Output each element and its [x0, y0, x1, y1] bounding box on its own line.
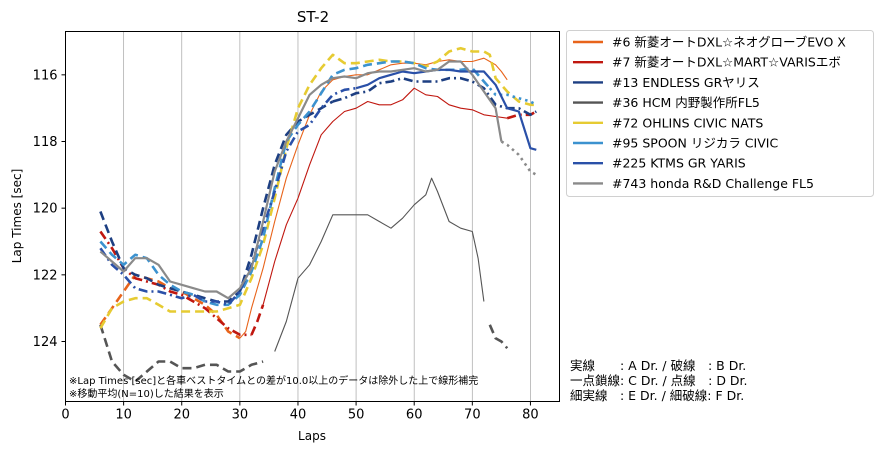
x-axis: 0 10 20 30 40 50 60 70 80 — [61, 401, 539, 423]
x-axis-label: Laps — [298, 429, 326, 443]
note-line-2: ※移動平均(N=10)した結果を表示 — [69, 387, 224, 400]
legend-label: #95 SPOON リジカラ CIVIC — [612, 136, 778, 151]
driver-line-key-3: 細実線 : E Dr. / 細破線: F Dr. — [570, 388, 744, 403]
series-line — [99, 324, 264, 383]
legend-label: #7 新菱オートDXL☆MART☆VARISエボ — [612, 55, 841, 70]
note-line-1: ※Lap Times [sec]と各車ベストタイムとの差が10.0以上のデータは… — [69, 374, 478, 387]
x-tick-label: 20 — [173, 408, 190, 423]
legend-label: #743 honda R&D Challenge FL5 — [612, 176, 814, 191]
series-line — [506, 110, 537, 120]
series-2 — [99, 87, 537, 337]
series-line — [99, 273, 241, 340]
series-line — [99, 60, 503, 300]
x-tick-label: 70 — [464, 408, 481, 423]
y-tick-label: 120 — [33, 202, 58, 217]
legend-label: #6 新菱オートDXL☆ネオグローブEVO X — [612, 35, 846, 50]
y-axis-label: Lap Times [sec] — [10, 169, 24, 264]
y-tick-label: 124 — [33, 335, 58, 350]
series-5 — [99, 46, 537, 329]
x-tick-label: 60 — [406, 408, 423, 423]
series-line — [488, 324, 509, 350]
driver-line-key-2: 一点鎖線: C Dr. / 点線 : D Dr. — [570, 373, 748, 388]
x-tick-label: 40 — [290, 408, 307, 423]
legend-label: #72 OHLINS CIVIC NATS — [612, 115, 763, 130]
legend-label: #36 HCM 内野製作所FL5 — [612, 95, 760, 110]
plot-lines — [99, 46, 537, 383]
legend: #6 新菱オートDXL☆ネオグローブEVO X #7 新菱オートDXL☆MART☆… — [566, 30, 874, 197]
legend-label: #225 KTMS GR YARIS — [612, 156, 746, 171]
y-axis: 116 118 120 122 124 — [33, 68, 66, 350]
series-line — [99, 60, 491, 307]
series-line — [250, 304, 265, 336]
driver-line-key-1: 実線 : A Dr. / 破線 : B Dr. — [570, 358, 746, 373]
series-line — [239, 57, 508, 339]
series-4 — [99, 177, 509, 383]
series-6 — [99, 60, 537, 307]
plot-frame — [65, 31, 560, 402]
x-tick-label: 80 — [522, 408, 539, 423]
series-line — [99, 46, 537, 329]
series-7 — [99, 68, 537, 307]
x-tick-label: 0 — [61, 408, 69, 423]
series-line — [500, 140, 537, 176]
y-tick-label: 116 — [33, 68, 58, 83]
y-tick-label: 118 — [33, 135, 58, 150]
legend-label: #13 ENDLESS GRヤリス — [612, 75, 760, 90]
series-line — [488, 87, 537, 106]
series-line — [355, 68, 537, 151]
series-1 — [99, 57, 508, 340]
chart-title: ST-2 — [297, 8, 329, 26]
series-8 — [99, 60, 537, 300]
series-line — [274, 177, 485, 352]
x-tick-label: 10 — [115, 408, 132, 423]
x-grid — [123, 31, 531, 402]
x-tick-label: 30 — [232, 408, 249, 423]
series-line — [262, 87, 508, 305]
y-tick-label: 122 — [33, 268, 58, 283]
x-tick-label: 50 — [348, 408, 365, 423]
legend-frame — [566, 30, 874, 197]
series-line — [99, 86, 357, 307]
